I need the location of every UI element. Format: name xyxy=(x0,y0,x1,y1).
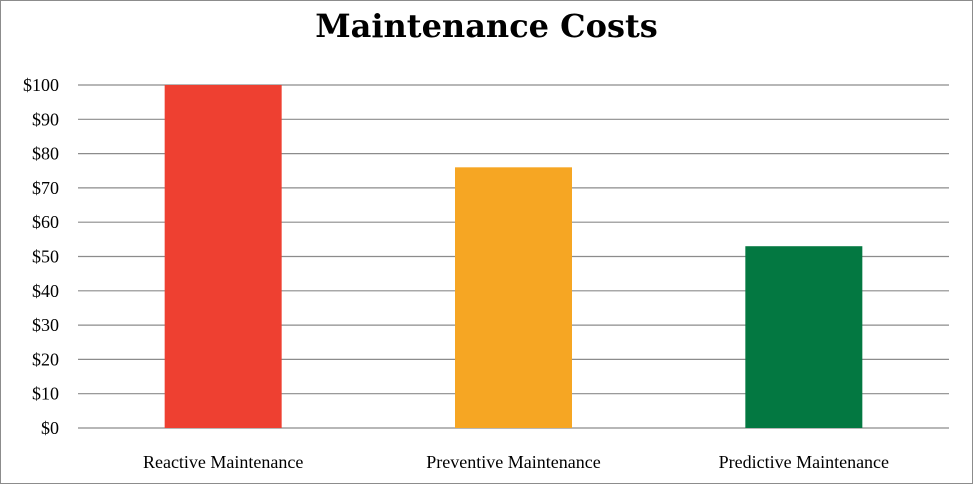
y-tick-label: $20 xyxy=(32,349,59,369)
x-category-label: Predictive Maintenance xyxy=(719,452,889,472)
y-tick-label: $60 xyxy=(32,212,59,232)
y-tick-label: $50 xyxy=(32,247,59,267)
chart-title: Maintenance Costs xyxy=(315,7,658,45)
x-axis-category-labels: Reactive Maintenance Preventive Maintenan… xyxy=(143,452,889,472)
y-tick-label: $40 xyxy=(32,281,59,301)
y-tick-label: $10 xyxy=(32,384,59,404)
bar xyxy=(164,85,282,428)
bars xyxy=(164,85,863,428)
y-tick-label: $100 xyxy=(23,75,59,95)
x-category-label: Reactive Maintenance xyxy=(143,452,303,472)
y-tick-label: $70 xyxy=(32,178,59,198)
y-tick-label: $80 xyxy=(32,144,59,164)
bar xyxy=(455,167,572,428)
x-category-label: Preventive Maintenance xyxy=(426,452,600,472)
y-tick-label: $30 xyxy=(32,315,59,335)
y-axis-tick-labels: $0 $10 $20 $30 $40 $50 $60 $70 $80 $90 $100 xyxy=(23,75,59,438)
bar xyxy=(745,246,863,428)
y-tick-label: $90 xyxy=(32,109,59,129)
y-tick-label: $0 xyxy=(41,418,59,438)
